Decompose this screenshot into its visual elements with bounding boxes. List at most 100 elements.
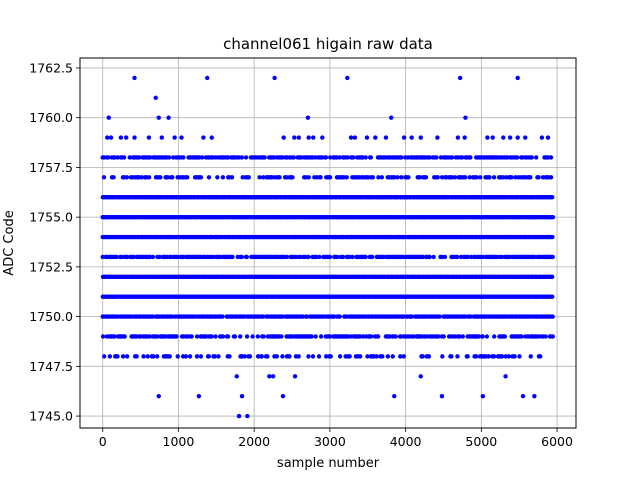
data-point <box>174 334 179 339</box>
data-point <box>434 155 439 160</box>
data-point <box>260 175 266 180</box>
data-point <box>227 354 232 359</box>
data-point <box>347 354 352 359</box>
data-point <box>115 354 120 359</box>
data-point <box>499 254 505 260</box>
data-point <box>316 354 322 359</box>
data-point <box>460 155 465 160</box>
data-point <box>167 354 172 359</box>
x-tick-label: 2000 <box>238 434 270 449</box>
data-point <box>398 354 403 359</box>
data-point <box>550 334 555 339</box>
data-point <box>417 175 423 180</box>
data-point <box>320 135 325 140</box>
data-point <box>146 135 152 140</box>
data-point <box>420 254 425 260</box>
data-point <box>172 135 177 140</box>
data-point <box>244 254 250 260</box>
data-point <box>287 354 292 359</box>
data-point <box>468 314 473 319</box>
data-point <box>194 354 200 359</box>
data-point <box>401 135 407 140</box>
data-point <box>141 354 146 359</box>
data-point <box>543 334 548 339</box>
data-point <box>435 135 440 140</box>
data-point <box>101 175 107 180</box>
data-point <box>512 354 517 359</box>
data-point <box>124 254 130 260</box>
y-tick-label: 1760.0 <box>29 110 73 125</box>
data-point <box>474 175 479 180</box>
data-point <box>317 254 322 260</box>
data-point <box>198 175 204 180</box>
data-point <box>509 175 514 180</box>
data-point <box>392 175 397 180</box>
data-point <box>439 393 445 399</box>
data-point <box>484 334 490 339</box>
data-point <box>124 354 130 359</box>
data-point <box>528 175 533 180</box>
data-point <box>440 354 445 359</box>
data-point <box>427 254 432 260</box>
x-axis-label: sample number <box>277 456 380 471</box>
data-point <box>539 135 545 140</box>
data-point <box>357 354 363 359</box>
data-point <box>439 175 445 180</box>
data-point <box>306 135 311 140</box>
data-point <box>550 234 555 240</box>
y-tick-label: 1762.5 <box>29 60 73 75</box>
data-point <box>501 135 506 140</box>
x-axis: 0 1000 2000 3000 4000 5000 6000 <box>99 428 573 449</box>
data-point <box>284 254 290 260</box>
data-point <box>255 354 261 359</box>
data-point <box>245 413 250 419</box>
data-point <box>449 175 454 180</box>
data-point <box>468 155 473 160</box>
data-point <box>209 334 214 339</box>
data-point <box>147 334 153 339</box>
data-point <box>331 314 337 319</box>
data-point <box>420 354 425 359</box>
data-point <box>344 175 349 180</box>
data-point <box>156 115 161 120</box>
data-point <box>170 314 175 319</box>
x-tick-label: 5000 <box>465 434 497 449</box>
data-point <box>150 314 155 319</box>
data-point <box>373 135 378 140</box>
data-point <box>247 354 253 359</box>
data-point <box>139 175 145 180</box>
data-point <box>318 334 324 339</box>
data-point <box>460 334 465 339</box>
data-point <box>401 354 406 359</box>
data-point <box>147 155 153 160</box>
data-point <box>292 135 297 140</box>
data-point <box>399 155 404 160</box>
data-point <box>500 175 506 180</box>
data-point <box>486 354 491 359</box>
data-point <box>100 334 106 339</box>
data-point <box>374 354 379 359</box>
data-point <box>328 155 333 160</box>
data-point <box>480 334 485 339</box>
data-point <box>318 175 323 180</box>
data-point <box>175 354 180 359</box>
data-point <box>455 135 461 140</box>
data-point <box>514 155 520 160</box>
data-point <box>201 135 206 140</box>
x-tick-label: 3000 <box>314 434 346 449</box>
data-point <box>345 155 350 160</box>
data-point <box>437 314 442 319</box>
x-tick-label: 4000 <box>390 434 422 449</box>
data-point <box>127 155 132 160</box>
data-point <box>196 393 202 399</box>
data-point <box>436 334 441 339</box>
data-point <box>455 354 460 359</box>
data-point <box>449 354 454 359</box>
data-point <box>503 354 509 359</box>
data-point <box>300 314 305 319</box>
data-point <box>352 135 358 140</box>
data-points <box>100 75 556 419</box>
data-point <box>158 175 163 180</box>
data-point <box>426 354 432 359</box>
